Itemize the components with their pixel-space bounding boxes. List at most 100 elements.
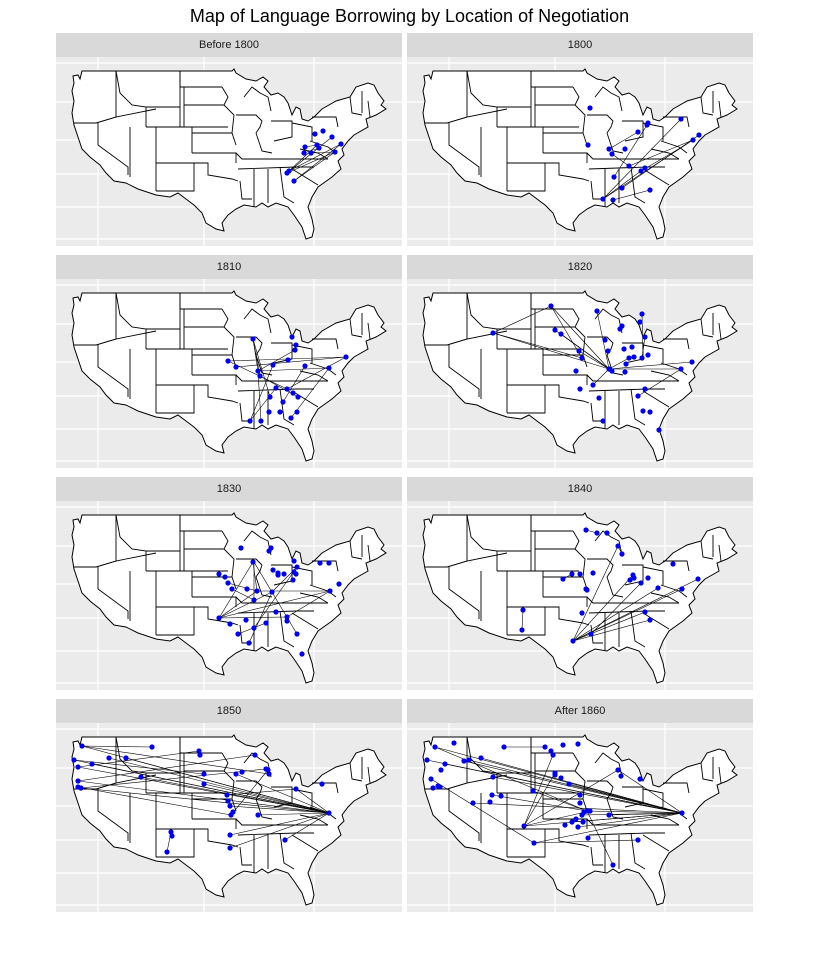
location-point <box>642 165 648 171</box>
location-point <box>230 809 236 815</box>
location-point <box>216 615 222 621</box>
location-point <box>290 577 296 583</box>
location-point <box>225 798 231 804</box>
us-map <box>56 57 402 246</box>
location-point <box>548 303 554 309</box>
location-point <box>619 185 625 191</box>
us-outline <box>422 68 738 240</box>
location-point <box>576 348 582 354</box>
us-map <box>407 57 753 246</box>
location-point <box>590 570 596 576</box>
location-point <box>562 822 568 828</box>
negotiation-points <box>585 105 702 203</box>
chart-title: Map of Language Borrowing by Location of… <box>189 6 630 26</box>
location-point <box>250 559 256 565</box>
location-point <box>637 776 643 782</box>
location-point <box>530 788 536 794</box>
location-point <box>293 786 299 792</box>
facet-strip-label: 1810 <box>56 255 402 279</box>
location-point <box>336 581 342 587</box>
location-point <box>610 197 616 203</box>
location-point <box>277 409 283 415</box>
location-point <box>626 163 632 169</box>
location-point <box>696 132 702 138</box>
facet-strip-label: 1850 <box>56 699 402 723</box>
location-point <box>247 418 253 424</box>
location-point <box>575 824 581 830</box>
location-point <box>642 609 648 615</box>
location-point <box>432 744 438 750</box>
location-point <box>647 187 653 193</box>
location-point <box>621 346 627 352</box>
location-point <box>273 385 279 391</box>
location-point <box>243 617 249 623</box>
facet-panel: 1820 <box>407 255 753 468</box>
location-point <box>579 610 585 616</box>
location-point <box>461 758 467 764</box>
location-point <box>637 319 643 325</box>
location-point <box>227 621 233 627</box>
location-point <box>575 741 581 747</box>
location-point <box>437 784 443 790</box>
borrowing-edges <box>286 136 342 182</box>
location-point <box>579 812 585 818</box>
location-point <box>645 575 651 581</box>
location-point <box>615 767 621 773</box>
location-point <box>273 609 279 615</box>
location-point <box>596 395 602 401</box>
location-point <box>619 551 625 557</box>
location-point <box>293 342 299 348</box>
location-point <box>301 150 307 156</box>
location-point <box>89 761 95 767</box>
location-point <box>635 129 641 135</box>
location-point <box>531 840 537 846</box>
location-point <box>169 833 175 839</box>
location-point <box>438 767 444 773</box>
location-point <box>639 355 645 361</box>
location-point <box>587 105 593 111</box>
borrowing-edges <box>602 118 700 201</box>
location-point <box>343 354 349 360</box>
location-point <box>451 740 457 746</box>
location-point <box>606 812 612 818</box>
location-point <box>638 168 644 174</box>
location-point <box>216 571 222 577</box>
location-point <box>293 571 299 577</box>
location-point <box>233 364 239 370</box>
location-point <box>266 771 272 777</box>
facet-panel: 1850 <box>56 699 402 912</box>
location-point <box>329 134 335 140</box>
location-point <box>79 743 85 749</box>
map-panel <box>407 501 753 690</box>
location-point <box>291 558 297 564</box>
location-point <box>642 334 648 340</box>
location-point <box>265 767 271 773</box>
location-point <box>227 803 233 809</box>
location-point <box>550 752 556 758</box>
us-map <box>56 279 402 468</box>
location-point <box>326 810 332 816</box>
location-point <box>430 785 436 791</box>
location-point <box>679 586 685 592</box>
us-map <box>407 723 753 912</box>
location-point <box>316 145 322 151</box>
location-point <box>678 366 684 372</box>
map-panel <box>56 501 402 690</box>
location-point <box>338 141 344 147</box>
location-point <box>590 382 596 388</box>
us-outline <box>422 734 738 906</box>
location-point <box>623 361 629 367</box>
location-point <box>302 144 308 150</box>
facet-strip-label: 1800 <box>407 33 753 57</box>
facet-strip-label: 1830 <box>56 477 402 501</box>
location-point <box>600 196 606 202</box>
borrowing-edges <box>227 338 347 422</box>
location-point <box>106 755 112 761</box>
location-point <box>235 631 241 637</box>
location-point <box>594 530 600 536</box>
location-point <box>490 330 496 336</box>
facet-panel: After 1860 <box>407 699 753 912</box>
location-point <box>295 394 301 400</box>
location-point <box>225 358 231 364</box>
facet-panel: 1810 <box>56 255 402 468</box>
